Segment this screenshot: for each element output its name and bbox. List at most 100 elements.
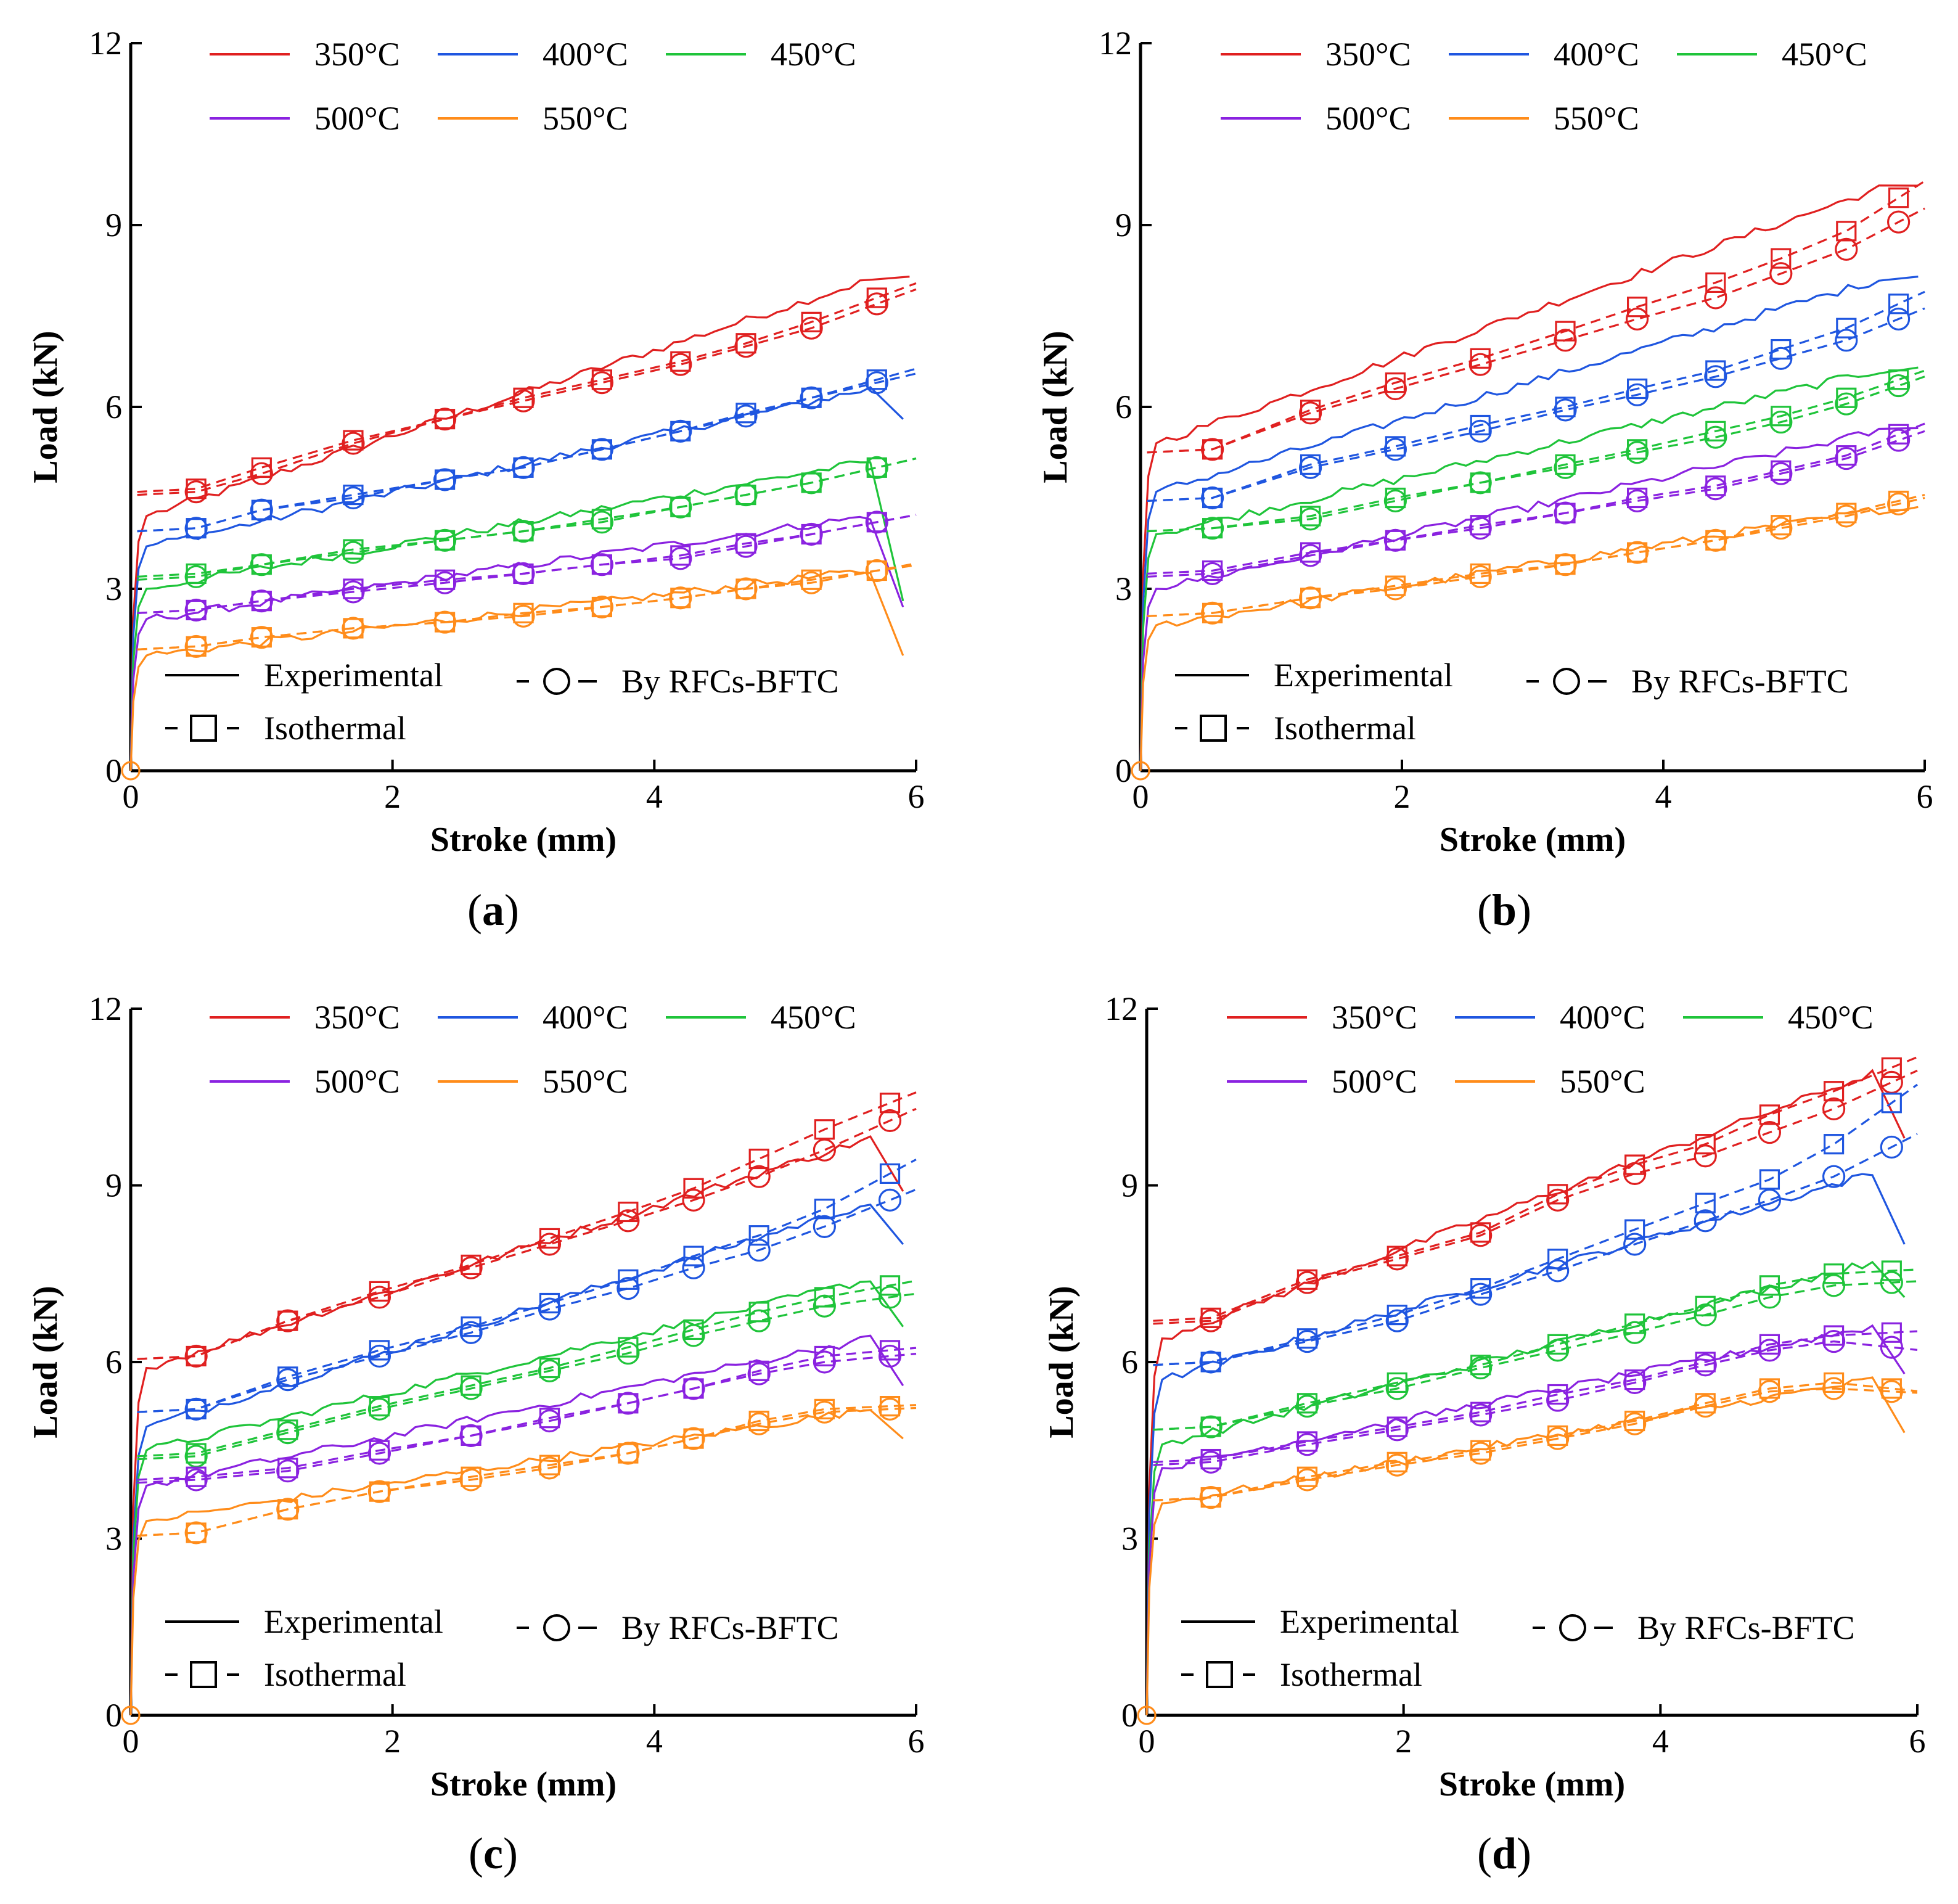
rfcs-marker	[865, 456, 888, 479]
rfcs-marker	[813, 1350, 836, 1374]
rfcs-marker	[1546, 1259, 1570, 1282]
isothermal-marker	[801, 569, 822, 590]
rfcs-marker	[538, 1359, 562, 1382]
rfcs-marker	[800, 522, 823, 546]
legend-isothermal-marker	[190, 715, 217, 742]
experimental-line	[1145, 1324, 1906, 1716]
isothermal-marker	[186, 1398, 207, 1419]
rfcs-marker	[800, 571, 823, 594]
rfcs-marker	[1704, 477, 1727, 501]
isothermal-marker	[1202, 487, 1223, 509]
series-450C	[1145, 1260, 1918, 1716]
rfcs-marker	[878, 1344, 902, 1368]
isothermal-marker	[1771, 515, 1792, 536]
isothermal-marker	[1823, 1134, 1845, 1155]
isothermal-marker	[1823, 1263, 1845, 1284]
isothermal-marker	[801, 523, 822, 545]
legend-label-550C: 550°C	[1554, 100, 1639, 137]
isothermal-marker	[1759, 1169, 1780, 1190]
panel-caption: (a)	[467, 885, 519, 935]
y-tick-label: 9	[105, 1167, 122, 1204]
isothermal-marker	[1759, 1378, 1780, 1399]
isothermal-dashed-line	[1153, 1056, 1918, 1322]
isothermal-marker	[748, 1148, 769, 1170]
rfcs-marker	[1887, 307, 1911, 331]
isothermal-marker	[251, 627, 272, 648]
rfcs-marker	[682, 1427, 705, 1450]
isothermal-dashed-line	[1153, 1330, 1918, 1463]
rfcs-marker	[1468, 517, 1492, 540]
isothermal-marker	[186, 1522, 207, 1543]
isothermal-marker	[1547, 1184, 1568, 1205]
rfcs-marker	[1769, 410, 1793, 434]
y-tick-label: 3	[1121, 1520, 1138, 1557]
rfcs-marker	[682, 1324, 705, 1347]
isothermal-marker	[186, 1443, 207, 1464]
rfcs-marker	[1469, 1282, 1493, 1306]
isothermal-marker	[1771, 339, 1792, 360]
isothermal-marker	[1627, 542, 1648, 563]
isothermal-marker	[683, 1319, 704, 1340]
caption-letter: a	[482, 885, 504, 935]
rfcs-marker	[1694, 1303, 1717, 1327]
isothermal-marker	[1759, 1275, 1780, 1296]
rfcs-marker	[1822, 1097, 1846, 1120]
rfcs-marker	[1469, 1356, 1493, 1380]
isothermal-marker	[1627, 487, 1648, 509]
experimental-line	[129, 1408, 904, 1716]
isothermal-marker	[186, 518, 207, 539]
rfcs-marker	[1880, 1271, 1903, 1294]
isothermal-marker	[461, 1425, 481, 1446]
rfcs-marker	[1468, 565, 1492, 588]
isothermal-marker	[1555, 396, 1576, 417]
caption-close: )	[1517, 1829, 1531, 1878]
isothermal-marker	[1200, 1307, 1221, 1328]
isothermal-marker	[1836, 387, 1857, 408]
series-350C	[129, 1091, 917, 1716]
isothermal-marker	[513, 457, 534, 478]
isothermal-dashed-line	[137, 1347, 917, 1481]
rfcs-marker	[800, 386, 823, 409]
y-tick-label: 0	[105, 752, 122, 789]
isothermal-marker	[1555, 503, 1576, 523]
rfcs-marker	[669, 586, 692, 610]
rfcs-marker	[1295, 1271, 1319, 1294]
rfcs-marker	[800, 316, 823, 340]
isothermal-marker	[343, 578, 364, 599]
legend-rfcs-label: By RFCs-BFTC	[1637, 1609, 1855, 1646]
x-axis-label: Stroke (mm)	[430, 821, 616, 859]
series-550C	[129, 559, 917, 771]
legend-isothermal-label: Isothermal	[1274, 710, 1416, 747]
y-tick-label: 12	[1105, 990, 1138, 1027]
isothermal-dashed-line	[1153, 1381, 1918, 1501]
rfcs-marker	[1546, 1339, 1570, 1362]
isothermal-marker	[1547, 1334, 1568, 1355]
legend-label-350C: 350°C	[314, 36, 400, 73]
isothermal-marker	[513, 563, 534, 585]
isothermal-marker	[186, 599, 207, 621]
isothermal-marker	[1385, 487, 1406, 509]
legend-label-550C: 550°C	[543, 100, 628, 137]
legend-label-400C: 400°C	[1560, 999, 1645, 1036]
rfcs-marker	[1623, 1321, 1647, 1344]
isothermal-marker	[1823, 1372, 1845, 1393]
y-tick-label: 3	[105, 1520, 122, 1557]
rfcs-marker	[1546, 1389, 1570, 1412]
rfcs-marker	[1704, 286, 1727, 310]
isothermal-marker	[434, 530, 456, 551]
rfcs-dashed-line	[1153, 1387, 1918, 1501]
isothermal-marker	[1470, 1222, 1491, 1243]
rfcs-marker	[682, 1377, 705, 1400]
rfcs-marker	[616, 1209, 640, 1233]
isothermal-marker	[369, 1396, 390, 1417]
isothermal-marker	[369, 1340, 390, 1361]
rfcs-marker	[1295, 1395, 1319, 1418]
y-tick-label: 12	[89, 25, 122, 62]
isothermal-marker	[343, 484, 364, 506]
rfcs-marker	[669, 495, 692, 519]
rfcs-marker	[590, 438, 614, 461]
isothermal-marker	[1624, 1154, 1645, 1175]
isothermal-marker	[1888, 187, 1909, 208]
isothermal-marker	[683, 1178, 704, 1199]
isothermal-marker	[670, 496, 691, 517]
